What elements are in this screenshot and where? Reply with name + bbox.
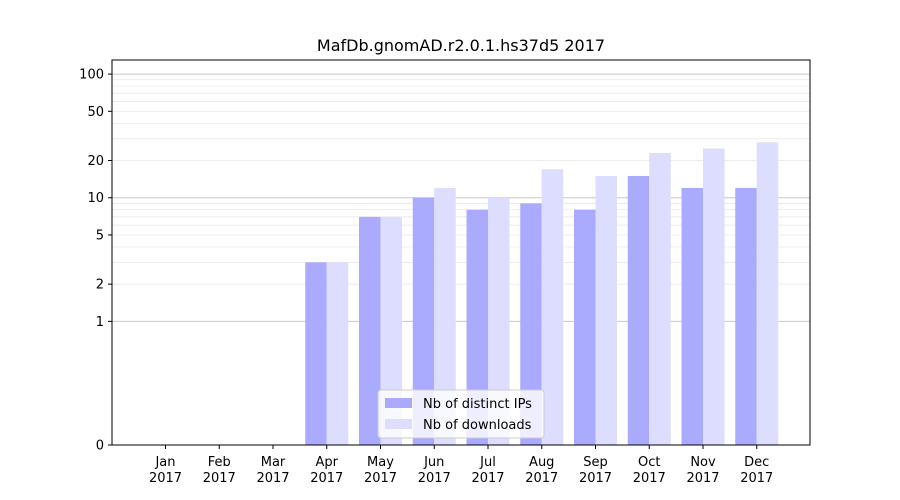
y-tick-label: 100	[79, 68, 104, 83]
x-tick-label-year: 2017	[149, 471, 182, 486]
x-tick-label-month: May	[367, 455, 394, 470]
bars	[305, 142, 779, 445]
x-tick-label-month: Jul	[479, 455, 496, 470]
x-tick-label-month: Feb	[208, 455, 231, 470]
bar-downloads	[756, 142, 779, 445]
bar-downloads	[595, 175, 617, 445]
bar-distinct-ips	[466, 209, 488, 445]
bar-downloads	[541, 169, 564, 445]
x-tick-label-month: Apr	[316, 455, 339, 470]
x-tick-label-year: 2017	[686, 471, 719, 486]
y-tick-label: 50	[87, 105, 104, 120]
x-tick-label-year: 2017	[471, 471, 504, 486]
y-tick-label: 0	[96, 439, 104, 454]
bar-distinct-ips	[627, 175, 650, 445]
bar-distinct-ips	[574, 209, 596, 445]
x-tick-label-month: Nov	[690, 455, 716, 470]
x-tick-label-year: 2017	[256, 471, 289, 486]
bar-distinct-ips	[305, 262, 327, 445]
chart-title: MafDb.gnomAD.r2.0.1.hs37d5 2017	[317, 36, 605, 55]
bar-downloads	[649, 153, 671, 445]
bar-downloads	[488, 197, 510, 445]
bar-downloads	[703, 148, 725, 445]
x-tick-label-month: Oct	[638, 455, 660, 470]
y-axis: 0 1 2 5 10 20 50 100	[79, 68, 112, 454]
bar-downloads	[326, 262, 349, 445]
y-tick-label: 1	[96, 315, 104, 330]
x-tick-label-year: 2017	[633, 471, 666, 486]
x-tick-label-month: Aug	[529, 455, 554, 470]
grid	[112, 73, 810, 322]
legend-label: Nb of downloads	[423, 418, 532, 433]
y-tick-label: 20	[87, 154, 104, 169]
x-tick-label-month: Sep	[583, 455, 608, 470]
bar-distinct-ips	[359, 216, 381, 445]
y-tick-label: 2	[96, 278, 104, 293]
x-tick-label-year: 2017	[310, 471, 343, 486]
bar-distinct-ips	[412, 197, 435, 445]
x-tick-label-year: 2017	[525, 471, 558, 486]
bar-downloads	[434, 187, 456, 445]
legend-swatch	[385, 419, 412, 429]
x-tick-label-year: 2017	[418, 471, 451, 486]
x-tick-label-month: Dec	[744, 455, 769, 470]
x-tick-label-year: 2017	[579, 471, 612, 486]
plot-frame	[111, 59, 811, 446]
x-axis: Jan2017Feb2017Mar2017Apr2017May2017Jun20…	[149, 445, 773, 486]
bar-distinct-ips	[520, 203, 542, 445]
y-tick-label: 10	[87, 191, 104, 206]
legend-box	[377, 389, 545, 439]
bar-downloads	[380, 216, 402, 445]
y-tick-label: 5	[96, 228, 104, 243]
legend-label: Nb of distinct IPs	[423, 397, 532, 412]
x-tick-label-year: 2017	[740, 471, 773, 486]
x-tick-label-year: 2017	[203, 471, 236, 486]
bar-distinct-ips	[681, 187, 703, 445]
x-tick-label-month: Mar	[261, 455, 286, 470]
legend-swatch	[385, 398, 412, 408]
legend: Nb of distinct IPs Nb of downloads	[377, 389, 545, 439]
x-tick-label-year: 2017	[364, 471, 397, 486]
bar-distinct-ips	[735, 187, 757, 445]
x-tick-label-month: Jun	[423, 455, 444, 470]
x-tick-label-month: Jan	[154, 455, 175, 470]
